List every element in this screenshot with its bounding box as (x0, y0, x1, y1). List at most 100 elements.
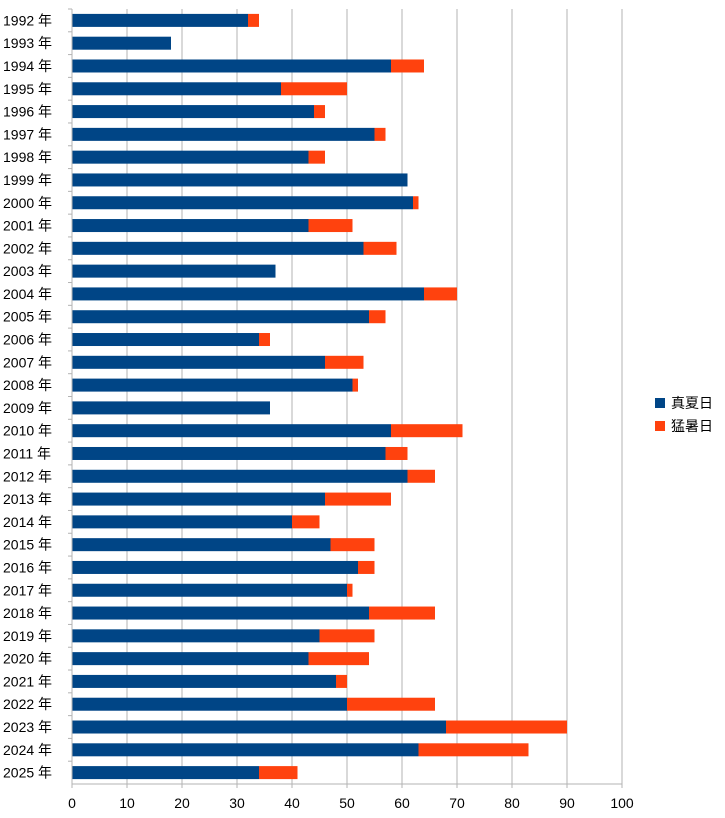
y-tick-label: 2006 年 (3, 332, 52, 348)
bar-series-1 (72, 652, 309, 666)
y-tick-label: 1995 年 (3, 81, 52, 97)
y-tick-label: 2009 年 (3, 400, 52, 416)
bar-series-2 (347, 697, 435, 711)
y-tick-labels: 1992 年 1993 年 1994 年 1995 年 1996 年 1997 年 1998… (3, 12, 52, 780)
bar-series-1 (72, 629, 320, 643)
bar-series-1 (72, 697, 347, 711)
bar-series-2 (369, 310, 386, 324)
bar-series-1 (72, 515, 292, 529)
y-tick-label: 2015 年 (3, 537, 52, 553)
bar-series-2 (352, 378, 358, 392)
axes (68, 8, 623, 788)
bar-series-1 (72, 674, 336, 688)
y-tick-label: 2022 年 (3, 696, 52, 712)
y-tick-label: 2010 年 (3, 423, 52, 439)
x-tick-label: 50 (339, 795, 355, 811)
bar-series-1 (72, 333, 259, 347)
bar-series-1 (72, 401, 270, 415)
y-tick-label: 2012 年 (3, 468, 52, 484)
bar-series-2 (330, 538, 375, 552)
bar-series-1 (72, 583, 347, 597)
bar-series-2 (319, 629, 375, 643)
bar-series-2 (413, 196, 419, 210)
bar-series-1 (72, 606, 369, 620)
bar-series-1 (72, 446, 386, 460)
bar-series-1 (72, 127, 375, 141)
bar-series-1 (72, 173, 408, 187)
bar-series-2 (391, 424, 463, 438)
bar-series-2 (325, 492, 391, 506)
x-tick-label: 40 (284, 795, 300, 811)
bar-series-2 (391, 59, 424, 73)
bar-series-1 (72, 196, 413, 210)
bar-series-1 (72, 59, 391, 73)
y-tick-label: 2001 年 (3, 218, 52, 234)
bar-series-2 (369, 606, 435, 620)
y-tick-label: 2019 年 (3, 628, 52, 644)
bar-series-2 (259, 766, 298, 780)
bar-series-1 (72, 287, 424, 301)
x-tick-label: 70 (449, 795, 465, 811)
bar-series-1 (72, 310, 369, 324)
y-tick-label: 1994 年 (3, 58, 52, 74)
legend-item-series-2: 猛暑日 (655, 414, 713, 437)
bar-series-1 (72, 36, 171, 50)
bar-series-2 (259, 333, 270, 347)
legend-swatch-series-1 (655, 397, 665, 408)
x-tick-label: 30 (229, 795, 245, 811)
bar-series-2 (418, 743, 529, 757)
bar-series-2 (424, 287, 457, 301)
y-tick-label: 2014 年 (3, 514, 52, 530)
y-tick-label: 1992 年 (3, 12, 52, 28)
bar-series-1 (72, 720, 446, 734)
bar-series-2 (407, 469, 435, 483)
x-tick-label: 80 (504, 795, 520, 811)
bar-series-1 (72, 82, 281, 96)
bar-series-2 (308, 150, 325, 164)
y-tick-label: 2025 年 (3, 765, 52, 781)
bar-series-1 (72, 538, 331, 552)
bar-series-2 (363, 241, 397, 255)
y-tick-label: 1997 年 (3, 126, 52, 142)
y-tick-label: 1999 年 (3, 172, 52, 188)
y-tick-label: 1993 年 (3, 35, 52, 51)
bar-series-1 (72, 105, 314, 119)
y-tick-label: 2005 年 (3, 309, 52, 325)
y-tick-label: 2002 年 (3, 240, 52, 256)
bar-series-2 (308, 219, 353, 233)
x-tick-label: 60 (394, 795, 410, 811)
y-tick-label: 2011 年 (3, 445, 51, 461)
y-tick-label: 1998 年 (3, 149, 52, 165)
x-tick-label: 20 (174, 795, 190, 811)
y-tick-label: 2017 年 (3, 582, 52, 598)
bar-series-1 (72, 743, 419, 757)
grid-lines (126, 9, 623, 784)
bar-series-2 (314, 105, 325, 119)
y-tick-label: 2007 年 (3, 354, 52, 370)
x-tick-label: 90 (559, 795, 575, 811)
bar-series-1 (72, 378, 353, 392)
y-tick-label: 2021 年 (3, 673, 52, 689)
bar-series-2 (374, 127, 386, 141)
bar-series-2 (385, 446, 408, 460)
x-tick-labels: 0 10 20 30 40 50 60 70 80 90 100 (68, 795, 634, 811)
bar-series-2 (325, 355, 364, 369)
bar-series-1 (72, 241, 364, 255)
bar-series-1 (72, 219, 309, 233)
y-tick-label: 2008 年 (3, 377, 52, 393)
y-tick-label: 2023 年 (3, 719, 52, 735)
x-tick-label: 0 (68, 795, 76, 811)
bar-series-1 (72, 424, 391, 438)
y-tick-label: 2013 年 (3, 491, 52, 507)
legend-label-series-2: 猛暑日 (671, 417, 713, 434)
legend: 真夏日 猛暑日 (655, 391, 713, 437)
bars (72, 13, 567, 780)
y-tick-label: 2004 年 (3, 286, 52, 302)
bar-series-2 (292, 515, 320, 529)
y-tick-label: 2000 年 (3, 195, 52, 211)
y-tick-label: 2024 年 (3, 742, 52, 758)
x-tick-label: 10 (119, 795, 135, 811)
bar-series-2 (248, 13, 259, 27)
x-tick-label: 100 (610, 795, 634, 811)
bar-series-1 (72, 150, 309, 164)
